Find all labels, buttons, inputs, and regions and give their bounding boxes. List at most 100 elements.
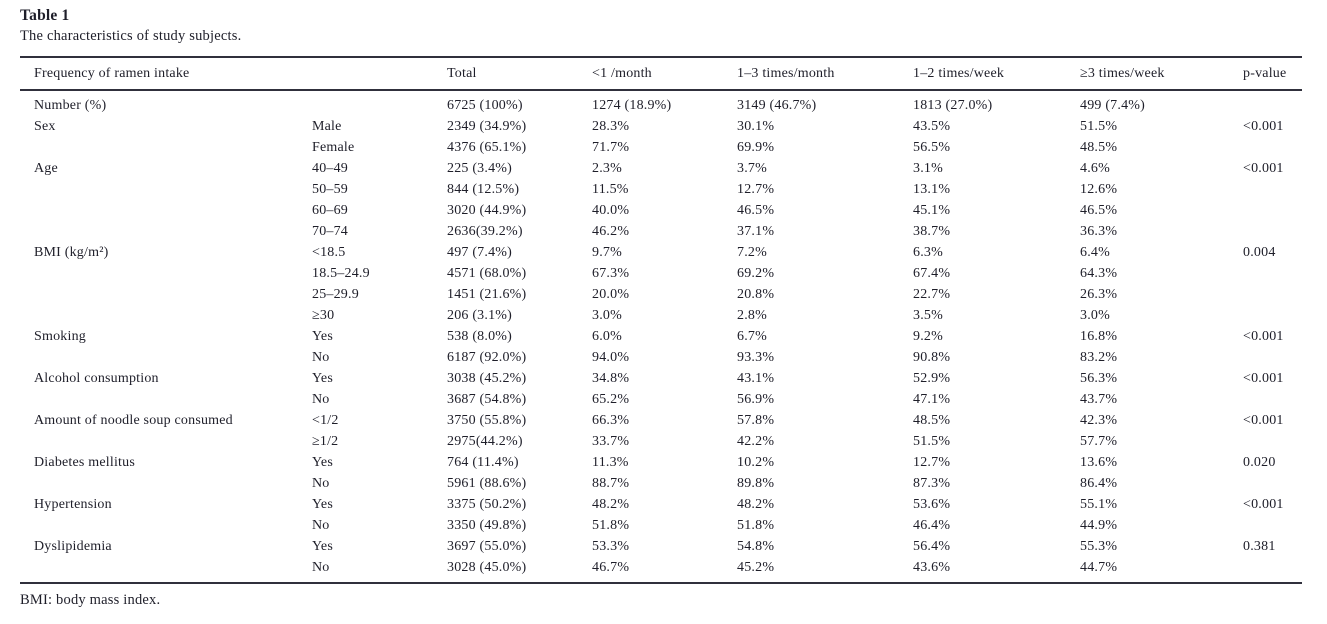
table-row: ≥1/2 2975(44.2%) 33.7% 42.2% 51.5% 57.7% — [20, 431, 1302, 452]
cell-total: 497 (7.4%) — [447, 245, 513, 260]
cell-p-value: <0.001 — [1243, 161, 1284, 176]
cell-p-value: <0.001 — [1243, 371, 1284, 386]
row-subcategory-label: No — [312, 350, 330, 365]
row-subcategory-label: <18.5 — [312, 245, 346, 260]
cell-ge3-times-week: 6.4% — [1080, 245, 1110, 260]
cell-total: 6187 (92.0%) — [447, 350, 527, 365]
cell-lt1-per-month: 9.7% — [592, 245, 622, 260]
cell-1-3-times-month: 20.8% — [737, 287, 775, 302]
cell-ge3-times-week: 86.4% — [1080, 476, 1118, 491]
cell-1-3-times-month: 56.9% — [737, 392, 775, 407]
row-subcategory-label: No — [312, 392, 330, 407]
row-category-label — [20, 305, 312, 326]
cell-ge3-times-week: 48.5% — [1080, 140, 1118, 155]
table-row: Female 4376 (65.1%) 71.7% 69.9% 56.5% 48… — [20, 137, 1302, 158]
cell-ge3-times-week: 36.3% — [1080, 224, 1118, 239]
cell-p-value — [1243, 515, 1302, 536]
row-category-label — [20, 557, 312, 583]
row-category-label — [20, 431, 312, 452]
row-category-label — [20, 389, 312, 410]
cell-1-2-times-week: 22.7% — [913, 287, 951, 302]
cell-p-value — [1243, 200, 1302, 221]
header-row: Frequency of ramen intake Total <1 /mont… — [20, 57, 1303, 91]
row-category-label — [20, 473, 312, 494]
cell-ge3-times-week: 64.3% — [1080, 266, 1118, 281]
row-subcategory-label: Yes — [312, 539, 333, 554]
row-subcategory-label: 25–29.9 — [312, 287, 359, 302]
cell-p-value: 0.381 — [1243, 539, 1276, 554]
row-subcategory-label: No — [312, 476, 330, 491]
cell-1-2-times-week: 56.5% — [913, 140, 951, 155]
table-row: No 3350 (49.8%) 51.8% 51.8% 46.4% 44.9% — [20, 515, 1302, 536]
cell-1-3-times-month: 89.8% — [737, 476, 775, 491]
cell-1-3-times-month: 10.2% — [737, 455, 775, 470]
header-p-value: p-value — [1243, 57, 1303, 91]
cell-p-value: <0.001 — [1243, 497, 1284, 512]
header-total: Total — [447, 57, 593, 91]
header-frequency-of-ramen-intake: Frequency of ramen intake — [20, 57, 448, 91]
cell-ge3-times-week: 51.5% — [1080, 119, 1118, 134]
cell-1-2-times-week: 12.7% — [913, 455, 951, 470]
cell-1-2-times-week: 43.5% — [913, 119, 951, 134]
row-subcategory-label: No — [312, 560, 330, 575]
cell-1-2-times-week: 45.1% — [913, 203, 951, 218]
cell-p-value — [1243, 473, 1302, 494]
cell-total: 538 (8.0%) — [447, 329, 513, 344]
table-row: 60–69 3020 (44.9%) 40.0% 46.5% 45.1% 46.… — [20, 200, 1302, 221]
table-row: Smoking Yes 538 (8.0%) 6.0% 6.7% 9.2% 16… — [20, 326, 1302, 347]
row-subcategory-label: ≥30 — [312, 308, 335, 323]
cell-1-2-times-week: 53.6% — [913, 497, 951, 512]
cell-1-3-times-month: 6.7% — [737, 329, 767, 344]
row-subcategory-label: Yes — [312, 455, 333, 470]
cell-total: 4571 (68.0%) — [447, 266, 527, 281]
row-category-label — [20, 179, 312, 200]
cell-total: 2636(39.2%) — [447, 224, 523, 239]
cell-1-2-times-week: 43.6% — [913, 560, 951, 575]
cell-p-value — [1243, 347, 1302, 368]
header-ge3-times-week: ≥3 times/week — [1080, 57, 1244, 91]
cell-ge3-times-week: 55.3% — [1080, 539, 1118, 554]
cell-lt1-per-month: 65.2% — [592, 392, 630, 407]
row-subcategory-label: 18.5–24.9 — [312, 266, 370, 281]
cell-1-3-times-month: 51.8% — [737, 518, 775, 533]
cell-ge3-times-week: 42.3% — [1080, 413, 1118, 428]
cell-lt1-per-month: 88.7% — [592, 476, 630, 491]
cell-total: 3028 (45.0%) — [447, 560, 527, 575]
cell-1-3-times-month: 46.5% — [737, 203, 775, 218]
row-subcategory-label: No — [312, 518, 330, 533]
cell-1-2-times-week: 46.4% — [913, 518, 951, 533]
table-row: BMI (kg/m²) <18.5 497 (7.4%) 9.7% 7.2% 6… — [20, 242, 1302, 263]
cell-lt1-per-month: 46.7% — [592, 560, 630, 575]
table-row: 50–59 844 (12.5%) 11.5% 12.7% 13.1% 12.6… — [20, 179, 1302, 200]
table-body: Number (%) 6725 (100%) 1274 (18.9%) 3149… — [20, 90, 1302, 583]
cell-p-value: 0.004 — [1243, 245, 1276, 260]
table-row: Diabetes mellitus Yes 764 (11.4%) 11.3% … — [20, 452, 1302, 473]
row-category-label — [20, 137, 312, 158]
cell-1-3-times-month: 12.7% — [737, 182, 775, 197]
row-subcategory-label: 70–74 — [312, 224, 348, 239]
row-category-label: Number (%) — [34, 98, 107, 113]
table-row: No 6187 (92.0%) 94.0% 93.3% 90.8% 83.2% — [20, 347, 1302, 368]
table-row: ≥30 206 (3.1%) 3.0% 2.8% 3.5% 3.0% — [20, 305, 1302, 326]
cell-ge3-times-week: 55.1% — [1080, 497, 1118, 512]
cell-total: 6725 (100%) — [447, 98, 523, 113]
cell-total: 2975(44.2%) — [447, 434, 523, 449]
row-category-label — [20, 347, 312, 368]
row-category-label — [20, 221, 312, 242]
cell-lt1-per-month: 46.2% — [592, 224, 630, 239]
cell-1-2-times-week: 90.8% — [913, 350, 951, 365]
table-title: Table 1 — [20, 7, 70, 24]
row-category-label: Amount of noodle soup consumed — [34, 413, 233, 428]
cell-p-value: <0.001 — [1243, 413, 1284, 428]
cell-total: 3697 (55.0%) — [447, 539, 527, 554]
cell-1-2-times-week: 13.1% — [913, 182, 951, 197]
cell-1-2-times-week: 3.5% — [913, 308, 943, 323]
row-category-label: Dyslipidemia — [34, 539, 112, 554]
cell-lt1-per-month: 20.0% — [592, 287, 630, 302]
cell-ge3-times-week: 499 (7.4%) — [1080, 98, 1146, 113]
table-row: 70–74 2636(39.2%) 46.2% 37.1% 38.7% 36.3… — [20, 221, 1302, 242]
cell-total: 3687 (54.8%) — [447, 392, 527, 407]
table-row: No 3028 (45.0%) 46.7% 45.2% 43.6% 44.7% — [20, 557, 1302, 583]
row-subcategory-label: 60–69 — [312, 203, 348, 218]
cell-ge3-times-week: 44.9% — [1080, 518, 1118, 533]
